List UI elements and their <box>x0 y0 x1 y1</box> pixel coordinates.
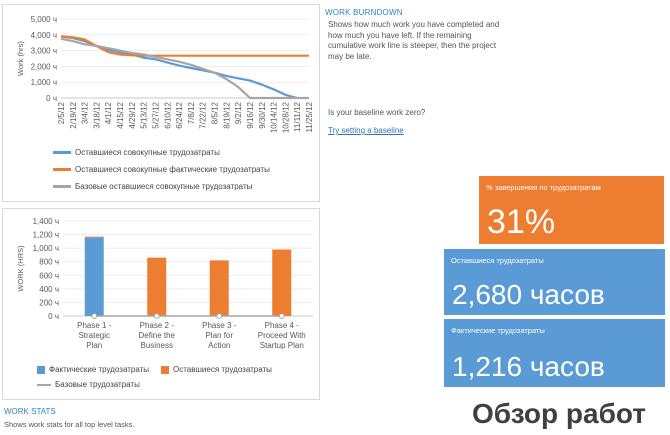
stats-legend-item-actual: Фактические трудозатраты <box>37 365 149 374</box>
remaining-work-label: Оставшиеся трудозатраты <box>451 256 544 265</box>
x-tick-label: 3/4/12 <box>81 101 90 124</box>
y-tick-label: 400 ч <box>39 285 59 294</box>
burndown-section-title: WORK BURNDOWN <box>325 8 403 17</box>
legend-label: Оставшиеся трудозатраты <box>173 365 272 374</box>
x-tick-label: 8/19/12 <box>222 101 231 128</box>
legend-swatch <box>37 365 45 374</box>
stats-legend-item-baseline: Базовые трудозатраты <box>37 380 140 389</box>
burndown-legend-item-actual: Оставшиеся совокупные фактические трудоз… <box>53 165 270 174</box>
y-tick-label: 800 ч <box>39 258 59 267</box>
legend-label: Базовые оставшиеся совокупные трудозатра… <box>75 182 253 191</box>
y-tick-label: 5,000 ч <box>31 15 57 24</box>
x-tick-label: 11/25/12 <box>305 101 314 132</box>
burndown-chart: 0 ч 1,000 ч 2,000 ч 3,000 ч 4,000 ч 5,000 ч Wo… <box>16 15 314 133</box>
x-tick-label: 3/18/12 <box>92 101 101 128</box>
x-tick-label: 5/13/12 <box>140 101 149 128</box>
work-stats-section-title: WORK STATS <box>4 407 56 416</box>
y-tick-label: 1,000 ч <box>31 78 57 87</box>
x-tick-label: 4/29/12 <box>128 101 137 128</box>
x-tick-label: 11/11/12 <box>293 101 302 132</box>
bar-remaining <box>147 257 167 316</box>
y-tick-label: 4,000 ч <box>31 31 57 40</box>
legend-label: Оставшиеся совокупные фактические трудоз… <box>75 165 270 174</box>
actual-work-value: 1,216 часов <box>452 351 605 382</box>
x-tick-label: 9/30/12 <box>258 101 267 128</box>
x-tick-label: 4/1/12 <box>104 101 113 124</box>
report-title: Обзор работ <box>472 398 647 429</box>
legend-swatch <box>53 168 71 171</box>
stats-legend-item-remaining: Оставшиеся трудозатраты <box>161 365 272 374</box>
burndown-chart-panel[interactable]: 0 ч 1,000 ч 2,000 ч 3,000 ч 4,000 ч 5,000 ч Wo… <box>2 4 320 202</box>
legend-label: Базовые трудозатраты <box>55 380 140 389</box>
x-tick-label: 7/22/12 <box>199 101 208 128</box>
legend-label: Оставшиеся совокупные трудозатраты <box>75 148 220 157</box>
baseline-marker <box>216 313 223 319</box>
percent-complete-label: % завершения по трудозатратам <box>486 183 601 192</box>
series-line-2 <box>60 37 309 100</box>
legend-swatch <box>161 365 169 374</box>
actual-work-tile[interactable]: Фактические трудозатраты 1,216 часов <box>444 319 665 387</box>
work-stats-chart-panel[interactable]: 0 ч 200 ч 400 ч 600 ч 800 ч 1,000 ч 1,200 ч 1,4… <box>2 208 320 400</box>
y-axis-label: Work (hrs) <box>16 41 25 76</box>
baseline-marker <box>278 313 285 319</box>
work-stats-description: Shows work stats for all top level tasks… <box>4 420 135 429</box>
y-tick-label: 1,200 ч <box>33 231 59 240</box>
x-tick-label: 5/27/12 <box>151 101 160 128</box>
y-tick-label: 2,000 ч <box>31 62 57 71</box>
bar-remaining <box>84 236 104 238</box>
set-baseline-link[interactable]: Try setting a baseline <box>328 126 404 135</box>
y-tick-label: 200 ч <box>39 298 59 307</box>
legend-swatch <box>53 185 71 188</box>
burndown-legend-item-remaining: Оставшиеся совокупные трудозатраты <box>53 148 220 157</box>
percent-complete-tile[interactable]: % завершения по трудозатратам 31% <box>479 176 664 244</box>
work-stats-chart: 0 ч 200 ч 400 ч 600 ч 800 ч 1,000 ч 1,200 ч 1,4… <box>16 217 313 350</box>
burndown-legend-item-baseline: Базовые оставшиеся совокупные трудозатра… <box>53 182 252 191</box>
legend-swatch <box>53 151 71 154</box>
baseline-question: Is your baseline work zero? <box>328 108 426 117</box>
remaining-work-tile[interactable]: Оставшиеся трудозатраты 2,680 часов <box>444 249 665 315</box>
x-tick-label: 10/28/12 <box>281 101 290 133</box>
x-tick-label: 4/15/12 <box>116 101 125 128</box>
x-tick-label: 6/10/12 <box>163 101 172 128</box>
x-tick-label: Phase 3 -Plan for Action <box>202 321 237 350</box>
x-tick-label: 9/16/12 <box>246 101 255 128</box>
y-tick-label: 1,000 ч <box>33 244 59 253</box>
bar-remaining <box>209 260 229 316</box>
x-tick-label: 8/5/12 <box>211 101 220 124</box>
bar-actual <box>84 237 104 316</box>
bar-remaining <box>272 249 292 316</box>
y-tick-label: 600 ч <box>39 271 59 280</box>
percent-complete-value: 31% <box>487 203 556 241</box>
x-tick-label: 6/24/12 <box>175 101 184 128</box>
remaining-work-value: 2,680 часов <box>452 279 605 310</box>
y-tick-label: 1,400 ч <box>33 217 59 226</box>
x-tick-label: Phase 4 -Proceed With Startup Plan <box>258 321 306 350</box>
y-tick-label: 3,000 ч <box>31 47 57 56</box>
x-tick-label: 9/2/12 <box>234 101 243 124</box>
baseline-marker <box>91 313 98 319</box>
x-tick-label: 7/8/12 <box>187 101 196 124</box>
x-tick-label: 2/5/12 <box>57 101 66 124</box>
y-axis-label: WORK (HRS) <box>16 245 25 292</box>
y-tick-label: 0 ч <box>48 312 59 321</box>
series-line-1 <box>60 35 309 57</box>
x-tick-label: 2/19/12 <box>69 101 78 128</box>
x-tick-label: Phase 2 -Define the Business <box>139 321 176 350</box>
legend-label: Фактические трудозатраты <box>49 365 150 374</box>
actual-work-label: Фактические трудозатраты <box>451 326 545 335</box>
legend-swatch <box>37 383 51 386</box>
x-tick-label: 10/14/12 <box>270 101 279 133</box>
burndown-description: Shows how much work you have completed a… <box>328 20 500 61</box>
y-tick-label: 0 ч <box>46 94 57 103</box>
x-tick-label: Phase 1 -Strategic Plan <box>77 321 112 350</box>
baseline-marker <box>153 313 160 319</box>
